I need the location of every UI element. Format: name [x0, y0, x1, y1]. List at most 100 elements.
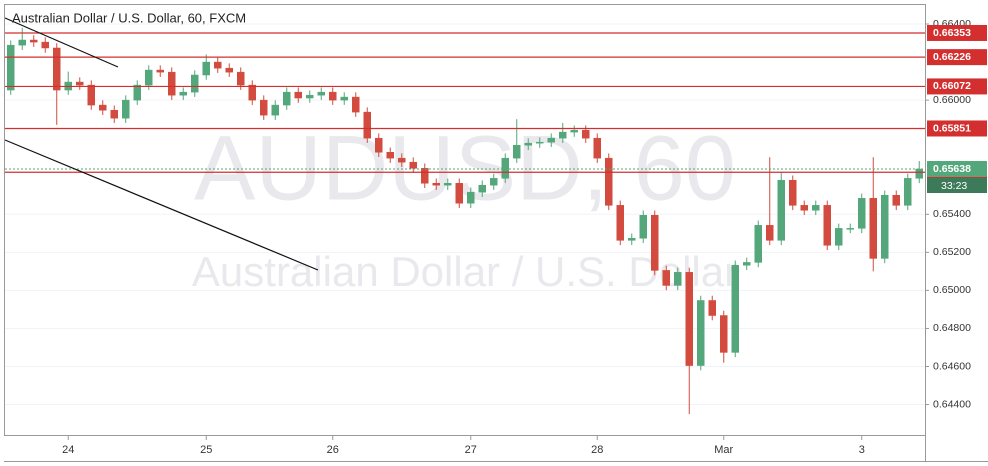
candle-body: [191, 74, 199, 93]
level-label-box: [927, 49, 987, 66]
level-label: 0.66353: [933, 27, 971, 39]
x-tick-label: 25: [200, 444, 212, 456]
candle-body: [812, 205, 820, 211]
grid: [5, 23, 925, 406]
candle-body: [467, 191, 475, 204]
candle-body: [225, 67, 233, 73]
candle-body: [455, 183, 463, 204]
candle-body: [30, 39, 38, 43]
last-price-box: [927, 161, 987, 178]
y-tick-label: 0.64600: [933, 360, 971, 372]
candle-body: [547, 137, 555, 143]
candle-body: [731, 265, 739, 353]
candle-body: [283, 91, 291, 106]
candle-body: [478, 184, 486, 193]
candle-body: [892, 195, 900, 206]
candle-body: [432, 183, 440, 186]
x-tick-label: 26: [327, 444, 339, 456]
candle-body: [386, 152, 394, 159]
candle-body: [214, 61, 222, 69]
candle-body: [766, 225, 774, 241]
candle-body: [329, 91, 337, 101]
candle-body: [593, 137, 601, 159]
candle-body: [674, 272, 682, 286]
candle-body: [363, 111, 371, 139]
y-tick-label: 0.65200: [933, 246, 971, 258]
x-tick-label: 3: [859, 444, 865, 456]
candle-body: [7, 44, 15, 91]
y-tick-label: 0.65400: [933, 208, 971, 220]
candle-body: [743, 262, 751, 266]
chart-title: Australian Dollar / U.S. Dollar, 60, FXC…: [12, 10, 246, 25]
candle-body: [156, 69, 164, 73]
x-tick-label: 28: [591, 444, 603, 456]
candle-body: [881, 195, 889, 259]
watermark-symbol: AUDUSD, 60: [194, 117, 736, 219]
candle-body: [846, 228, 854, 230]
candle-body: [708, 300, 716, 316]
candle-body: [490, 178, 498, 186]
countdown: 33:23: [941, 180, 967, 192]
candle-body: [237, 71, 245, 86]
candle-body: [501, 157, 509, 179]
candle-body: [720, 315, 728, 353]
candle-body: [87, 84, 95, 106]
trendline: [4, 17, 119, 68]
candle-body: [662, 270, 670, 286]
candle-body: [168, 71, 176, 96]
level-label-box: [927, 120, 987, 137]
axis: 0.64400 0.64600 0.64800 0.65000 0.65200 0.654…: [62, 18, 987, 456]
candle-body: [202, 61, 210, 76]
candle-body: [179, 91, 187, 96]
candle-body: [352, 96, 360, 113]
candle-body: [294, 91, 302, 99]
candle-body: [122, 99, 130, 119]
x-tick-label: 24: [62, 444, 74, 456]
level-label-box: [927, 24, 987, 41]
marks: [5, 27, 925, 415]
candle-body: [248, 84, 256, 101]
candle-body: [697, 300, 705, 366]
candle-body: [789, 179, 797, 206]
candle-body: [306, 94, 314, 99]
candle-body: [409, 161, 417, 169]
candle-body: [398, 157, 406, 163]
candle-body: [685, 272, 693, 366]
candle-body: [639, 214, 647, 239]
candle-body: [869, 198, 877, 259]
y-tick-label: 0.65000: [933, 284, 971, 296]
level-label: 0.66072: [933, 80, 971, 92]
candle-body: [76, 81, 84, 86]
candle-body: [18, 39, 26, 46]
y-tick-label: 0.66000: [933, 94, 971, 106]
y-tick-label: 0.64800: [933, 322, 971, 334]
candle-body: [317, 91, 325, 96]
candle-body: [513, 144, 521, 159]
candle-body: [444, 183, 452, 186]
candle-body: [823, 205, 831, 246]
candle-body: [340, 96, 348, 101]
trendline: [4, 139, 319, 271]
candle-body: [915, 168, 923, 179]
candle-body: [605, 157, 613, 206]
x-tick-label: Mar: [714, 444, 733, 456]
candle-body: [133, 84, 141, 101]
candle-body: [99, 104, 107, 111]
y-tick-label: 0.64400: [933, 398, 971, 410]
candle-body: [754, 225, 762, 263]
candle-body: [536, 141, 544, 144]
candle-body: [777, 179, 785, 241]
countdown-box: [927, 178, 987, 194]
x-tick-label: 27: [465, 444, 477, 456]
candle-body: [110, 109, 118, 119]
last-price-label: 0.65638: [933, 163, 971, 175]
candle-body: [421, 167, 429, 184]
candle-body: [628, 238, 636, 241]
candle-body: [375, 137, 383, 153]
candle-body: [41, 41, 49, 49]
level-label: 0.66226: [933, 51, 971, 63]
candle-body: [524, 142, 532, 146]
